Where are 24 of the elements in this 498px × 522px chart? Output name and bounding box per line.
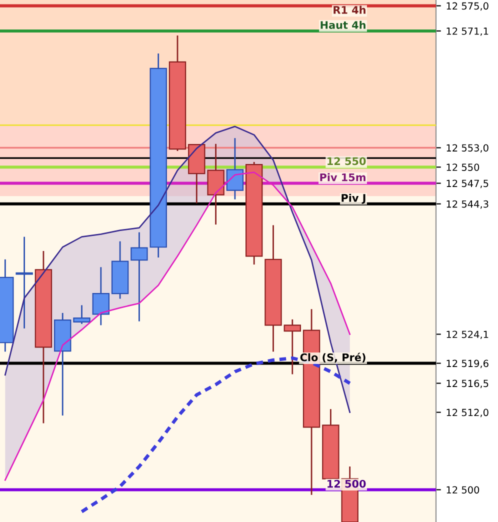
candlestick — [226, 137, 244, 200]
ref-line-label: Piv J — [342, 194, 366, 204]
ref-line-label: 12 550 — [328, 157, 366, 166]
ref-line-label: Clo (S, Pré) — [300, 352, 366, 363]
y-tick-label: 12 524,1 — [446, 330, 488, 340]
ref-line-label: Haut 4h — [320, 20, 366, 29]
y-tick-label: 12 544,3 — [446, 200, 488, 209]
y-tick-label: 12 500 — [446, 486, 480, 494]
y-tick-label: 12 519,6 — [446, 360, 488, 368]
ref-line-label: R1 4h — [334, 6, 366, 14]
y-tick-label: 12 571,1 — [446, 27, 488, 36]
y-tick-label: 12 553,0 — [446, 144, 488, 153]
ref-line-label: 12 500 — [328, 480, 366, 488]
y-tick-label: 12 575,0 — [446, 2, 488, 11]
y-tick-label: 12 516,5 — [446, 380, 488, 388]
y-tick-label: 12 550 — [446, 164, 480, 171]
candlestick — [73, 304, 90, 325]
y-tick-label: 12 547,5 — [446, 180, 488, 188]
candlestick — [130, 232, 148, 322]
candlestick — [92, 266, 110, 326]
candlestick — [16, 236, 33, 330]
candlestick — [284, 318, 301, 375]
y-tick-label: 12 512,0 — [446, 408, 488, 418]
ref-line-label: Piv 15m — [320, 173, 366, 182]
